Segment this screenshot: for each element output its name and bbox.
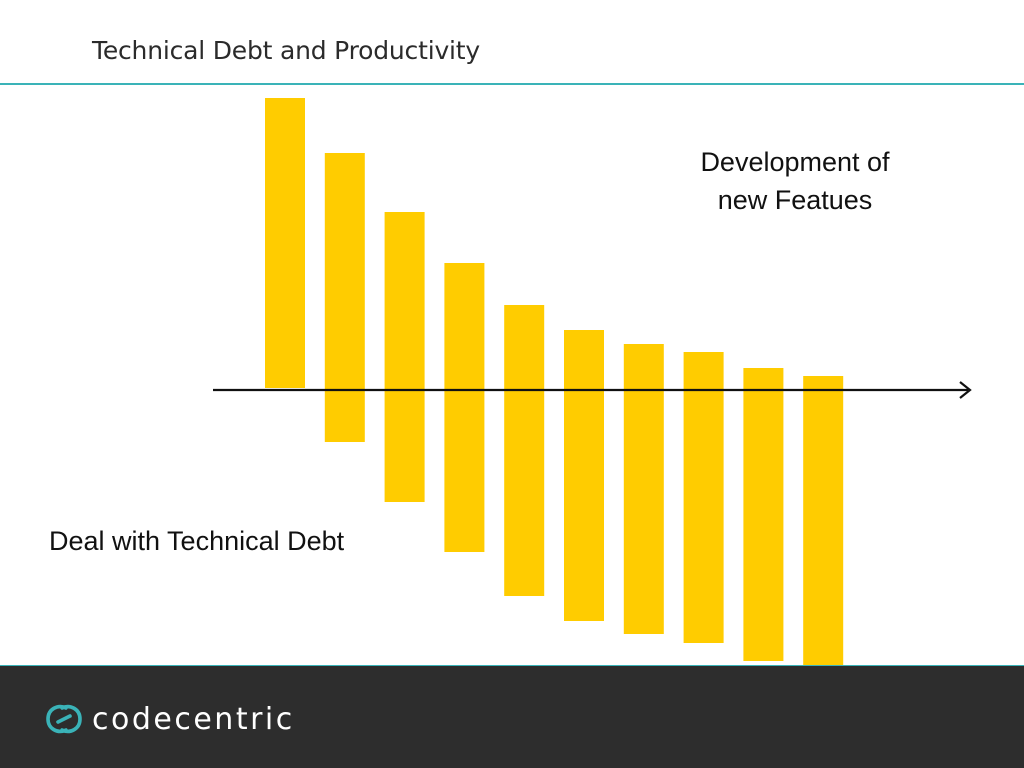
slide-title: Technical Debt and Productivity bbox=[92, 36, 480, 65]
bar-8 bbox=[683, 352, 724, 643]
bar-7 bbox=[623, 344, 664, 634]
codecentric-logo: codecentric bbox=[44, 699, 295, 739]
axis-arrowhead bbox=[959, 381, 972, 399]
bars-group bbox=[265, 98, 844, 670]
bar-6 bbox=[564, 330, 604, 621]
codecentric-logo-icon bbox=[46, 704, 82, 734]
debt-annotation: Deal with Technical Debt bbox=[49, 526, 345, 556]
footer bbox=[0, 666, 1024, 768]
bar-10 bbox=[803, 376, 844, 670]
bar-3 bbox=[384, 212, 425, 502]
logo-wordmark: codecentric bbox=[92, 701, 295, 737]
bar-4 bbox=[444, 263, 485, 552]
bar-9 bbox=[743, 368, 784, 661]
features-annotation: Development of new Featues bbox=[700, 147, 890, 215]
title-divider bbox=[0, 83, 1024, 85]
bar-5 bbox=[504, 305, 545, 596]
bar-1 bbox=[265, 98, 305, 388]
productivity-chart bbox=[213, 98, 972, 670]
bar-2 bbox=[324, 153, 365, 442]
